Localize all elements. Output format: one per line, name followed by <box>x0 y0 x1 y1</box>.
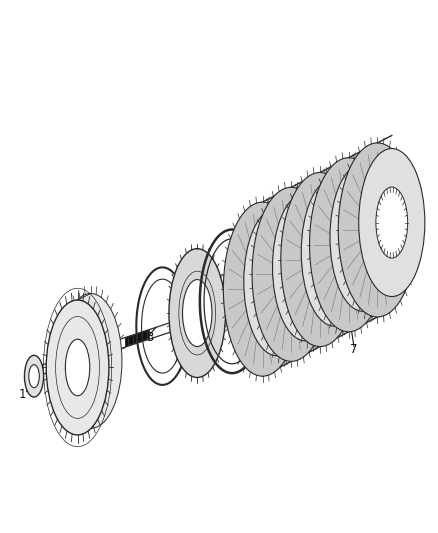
Ellipse shape <box>29 365 39 387</box>
Ellipse shape <box>252 187 330 361</box>
Ellipse shape <box>290 231 321 302</box>
Ellipse shape <box>331 205 367 285</box>
Text: 5: 5 <box>226 306 233 319</box>
Ellipse shape <box>318 216 350 288</box>
Text: 7: 7 <box>350 343 358 356</box>
Ellipse shape <box>169 249 226 377</box>
Ellipse shape <box>330 163 396 311</box>
Ellipse shape <box>359 149 425 296</box>
Ellipse shape <box>302 220 338 300</box>
Ellipse shape <box>272 193 339 341</box>
Text: 3: 3 <box>146 331 153 344</box>
Text: 1: 1 <box>18 387 26 400</box>
Ellipse shape <box>244 249 281 329</box>
Ellipse shape <box>338 143 417 317</box>
Text: 4: 4 <box>186 318 193 330</box>
Ellipse shape <box>65 339 90 396</box>
Ellipse shape <box>46 300 109 435</box>
Ellipse shape <box>261 246 293 317</box>
Ellipse shape <box>273 235 309 314</box>
Ellipse shape <box>281 173 359 346</box>
Ellipse shape <box>360 190 396 270</box>
Ellipse shape <box>347 202 379 273</box>
Ellipse shape <box>183 280 212 346</box>
Text: 2: 2 <box>85 353 92 367</box>
Ellipse shape <box>310 158 388 332</box>
Ellipse shape <box>244 208 310 356</box>
Ellipse shape <box>301 178 367 326</box>
Ellipse shape <box>34 366 43 376</box>
Polygon shape <box>125 330 149 346</box>
Ellipse shape <box>59 294 122 429</box>
Ellipse shape <box>25 356 44 397</box>
Ellipse shape <box>223 202 302 376</box>
Ellipse shape <box>376 187 408 258</box>
Text: 6: 6 <box>258 313 265 326</box>
